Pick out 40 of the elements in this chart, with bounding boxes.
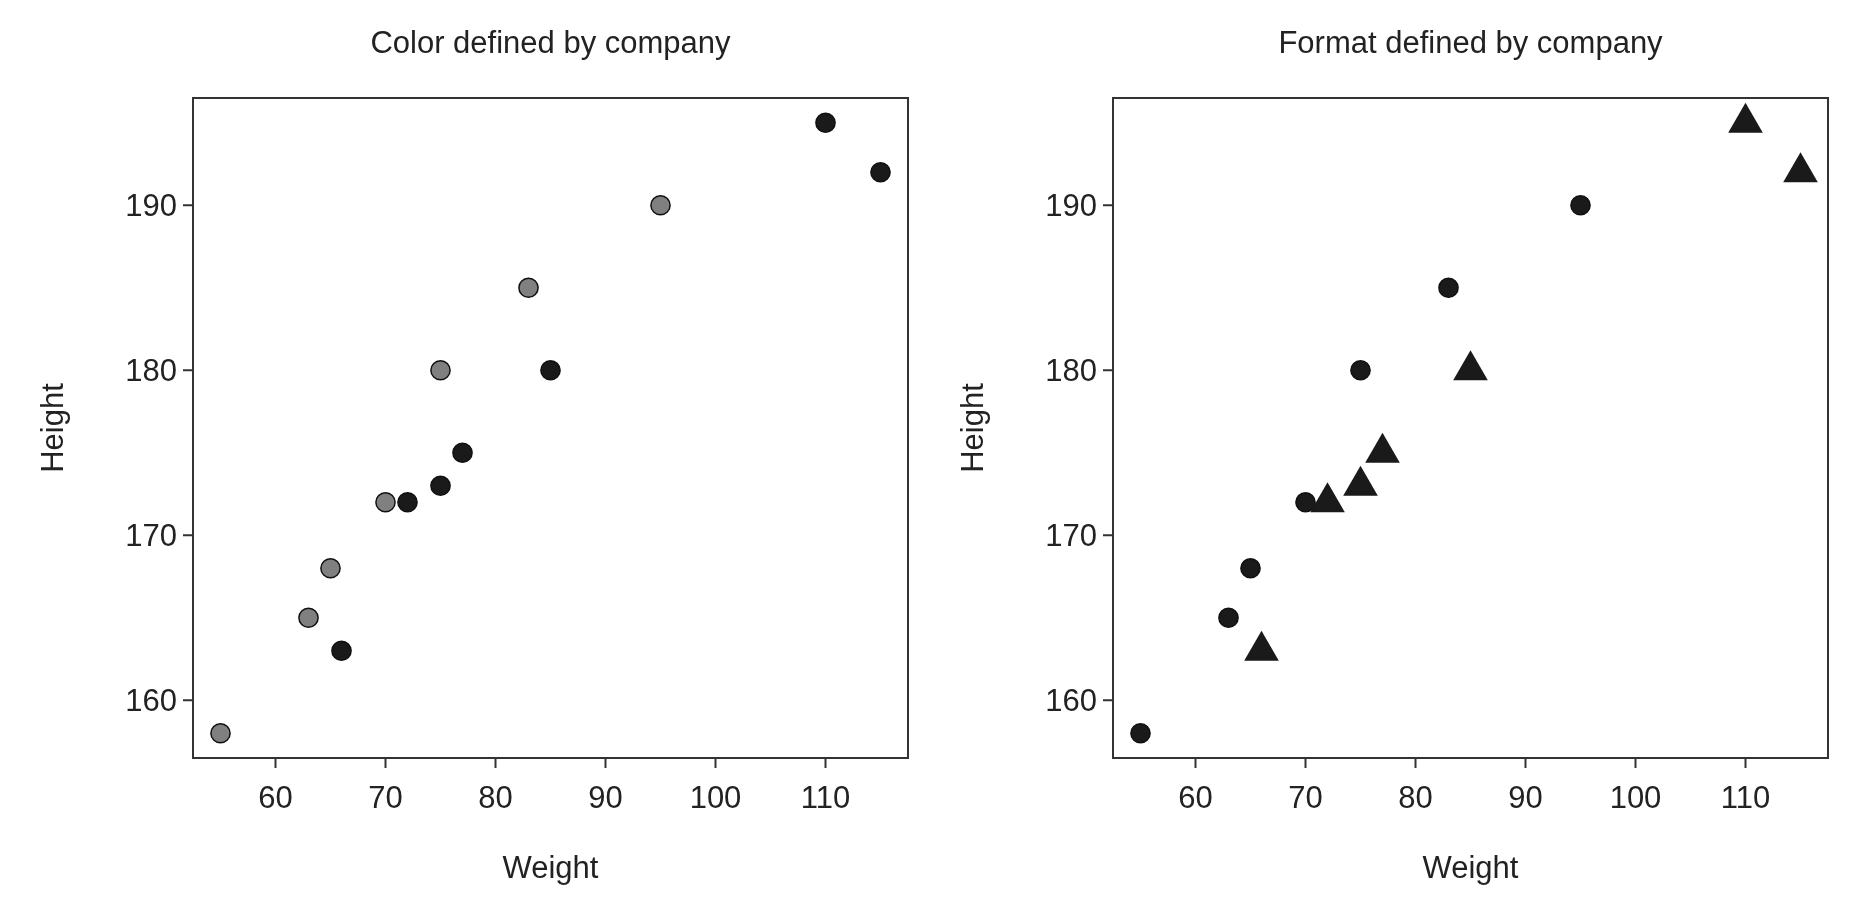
y-tick-label: 190 bbox=[1045, 188, 1097, 224]
x-tick-label: 100 bbox=[689, 780, 742, 815]
point bbox=[650, 194, 671, 216]
point bbox=[320, 557, 341, 579]
x-tick-label: 70 bbox=[368, 780, 403, 815]
point bbox=[430, 475, 451, 497]
y-tick-label: 160 bbox=[125, 683, 177, 719]
point bbox=[452, 442, 473, 464]
x-tick-label: 110 bbox=[1720, 780, 1771, 815]
point bbox=[375, 491, 396, 513]
x-tick-label: 80 bbox=[478, 780, 513, 815]
x-tick-label: 90 bbox=[588, 780, 623, 815]
point bbox=[430, 359, 451, 381]
y-axis-title: Height bbox=[35, 382, 70, 473]
x-tick-label: 110 bbox=[800, 780, 851, 815]
chart-title: Color defined by company bbox=[370, 25, 732, 60]
x-tick-label: 80 bbox=[1398, 780, 1433, 815]
y-axis-title: Height bbox=[955, 382, 990, 473]
x-tick-label: 60 bbox=[258, 780, 293, 815]
point bbox=[298, 607, 319, 629]
y-tick-label: 170 bbox=[125, 518, 177, 554]
y-tick-label: 180 bbox=[1045, 353, 1097, 389]
y-tick-label: 180 bbox=[125, 353, 177, 389]
point bbox=[331, 640, 352, 662]
point bbox=[397, 491, 418, 513]
x-tick-label: 70 bbox=[1288, 780, 1323, 815]
y-tick-label: 190 bbox=[125, 188, 177, 224]
chart-title: Format defined by company bbox=[1278, 25, 1664, 60]
x-axis-title: Weight bbox=[1422, 850, 1519, 885]
x-axis-title: Weight bbox=[502, 850, 599, 885]
x-tick-label: 100 bbox=[1609, 780, 1662, 815]
y-tick-label: 170 bbox=[1045, 518, 1097, 554]
y-tick-label: 160 bbox=[1045, 683, 1097, 719]
point bbox=[870, 161, 891, 183]
point bbox=[540, 359, 561, 381]
x-tick-label: 60 bbox=[1178, 780, 1213, 815]
point bbox=[210, 722, 231, 744]
x-tick-label: 90 bbox=[1508, 780, 1543, 815]
point bbox=[518, 277, 539, 299]
point bbox=[815, 112, 836, 134]
